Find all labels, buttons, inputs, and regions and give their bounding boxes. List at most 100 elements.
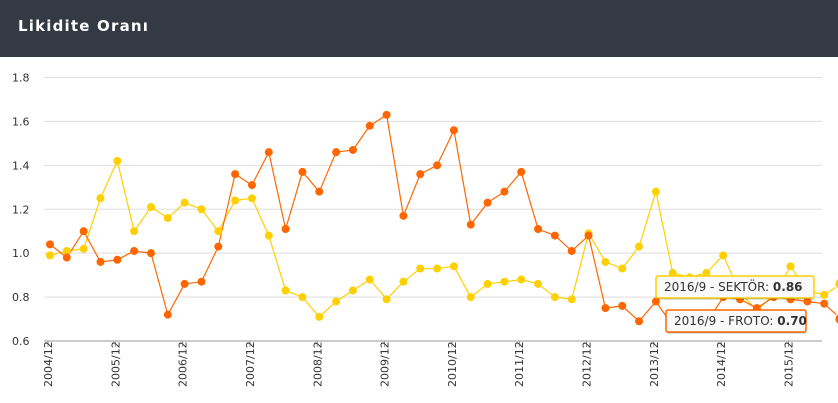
data-point-froto[interactable] [281,225,290,234]
data-point-froto[interactable] [466,220,475,229]
data-point-froto[interactable] [298,167,307,176]
data-point-sektr[interactable] [416,264,425,273]
data-point-sektr[interactable] [231,196,240,205]
data-point-froto[interactable] [500,187,509,196]
data-point-froto[interactable] [550,231,559,240]
tooltip-shadow [657,298,815,300]
x-tick-label: 2012/12 [581,341,594,387]
data-point-froto[interactable] [618,301,627,310]
data-point-froto[interactable] [534,225,543,234]
data-point-sektr[interactable] [500,277,509,286]
data-point-froto[interactable] [214,242,223,251]
data-point-froto[interactable] [449,126,458,135]
data-point-froto[interactable] [635,317,644,326]
data-point-sektr[interactable] [113,156,122,165]
tooltip-shadow [667,332,807,334]
x-tick-label: 2015/12 [783,341,796,387]
data-point-sektr[interactable] [786,262,795,271]
data-point-sektr[interactable] [315,312,324,321]
data-point-froto[interactable] [130,246,139,255]
data-point-sektr[interactable] [180,198,189,207]
data-point-sektr[interactable] [348,286,357,295]
data-point-sektr[interactable] [567,295,576,304]
data-point-froto[interactable] [46,240,54,249]
data-point-sektr[interactable] [247,194,256,203]
tooltip-label: 2016/9 - SEKTÖR: [664,278,773,294]
data-point-sektr[interactable] [466,293,475,302]
data-point-froto[interactable] [382,110,391,119]
data-point-sektr[interactable] [214,227,223,236]
data-point-sektr[interactable] [601,257,610,266]
y-tick-label: 1.0 [12,247,30,260]
data-point-sektr[interactable] [534,279,543,288]
data-point-froto[interactable] [96,257,105,266]
data-point-sektr[interactable] [635,242,644,251]
data-point-froto[interactable] [197,277,206,286]
data-point-sektr[interactable] [449,262,458,271]
tooltip-box [665,309,807,333]
data-point-sektr[interactable] [483,279,492,288]
data-point-froto[interactable] [651,297,660,306]
data-point-froto[interactable] [517,167,526,176]
data-point-froto[interactable] [231,170,240,179]
x-tick-label: 2005/12 [109,341,122,387]
data-point-sektr[interactable] [281,286,290,295]
highlight-point-sektr[interactable] [834,278,838,290]
data-point-sektr[interactable] [668,268,677,277]
data-point-sektr[interactable] [820,290,829,299]
data-point-froto[interactable] [332,148,341,157]
data-point-froto[interactable] [601,304,610,313]
data-point-sektr[interactable] [399,277,408,286]
x-tick-label: 2007/12 [244,341,257,387]
x-tick-label: 2004/12 [42,341,55,387]
data-point-froto[interactable] [399,211,408,220]
data-point-sektr[interactable] [130,227,139,236]
data-point-sektr[interactable] [62,246,71,255]
y-tick-label: 0.8 [12,291,30,304]
data-point-froto[interactable] [820,299,829,308]
tooltip-text: 2016/9 - FROTO: 0.70 [674,314,807,328]
data-point-sektr[interactable] [517,275,526,284]
tooltip-text: 2016/9 - SEKTÖR: 0.86 [664,278,803,294]
data-point-froto[interactable] [113,255,122,264]
data-point-sektr[interactable] [46,251,54,260]
data-point-froto[interactable] [62,253,71,262]
chart-title: Likidite Oranı [18,17,150,35]
data-point-sektr[interactable] [298,293,307,302]
data-point-froto[interactable] [79,227,88,236]
data-point-froto[interactable] [803,297,812,306]
data-point-sektr[interactable] [618,264,627,273]
data-point-froto[interactable] [264,148,273,157]
data-point-sektr[interactable] [146,203,155,212]
data-point-sektr[interactable] [719,251,728,260]
data-point-sektr[interactable] [163,214,172,223]
data-point-sektr[interactable] [433,264,442,273]
data-point-froto[interactable] [146,249,155,258]
data-point-froto[interactable] [433,161,442,170]
data-point-froto[interactable] [163,310,172,319]
data-point-sektr[interactable] [264,231,273,240]
data-point-sektr[interactable] [332,297,341,306]
data-point-sektr[interactable] [365,275,374,284]
highlight-point-froto[interactable] [834,313,838,325]
data-point-froto[interactable] [247,181,256,190]
data-point-sektr[interactable] [197,205,206,214]
data-point-sektr[interactable] [382,295,391,304]
data-point-sektr[interactable] [702,268,711,277]
data-point-froto[interactable] [584,231,593,240]
tooltip-value: 0.86 [773,280,803,294]
data-point-froto[interactable] [483,198,492,207]
data-point-sektr[interactable] [550,293,559,302]
x-tick-label: 2006/12 [177,341,190,387]
data-point-froto[interactable] [416,170,425,179]
data-point-sektr[interactable] [651,187,660,196]
data-point-froto[interactable] [567,246,576,255]
data-point-froto[interactable] [315,187,324,196]
data-point-froto[interactable] [365,121,374,130]
data-point-froto[interactable] [348,145,357,154]
tooltip-box [655,275,815,299]
y-tick-label: 1.8 [12,72,30,85]
data-point-sektr[interactable] [79,244,88,253]
data-point-froto[interactable] [180,279,189,288]
data-point-sektr[interactable] [96,194,105,203]
